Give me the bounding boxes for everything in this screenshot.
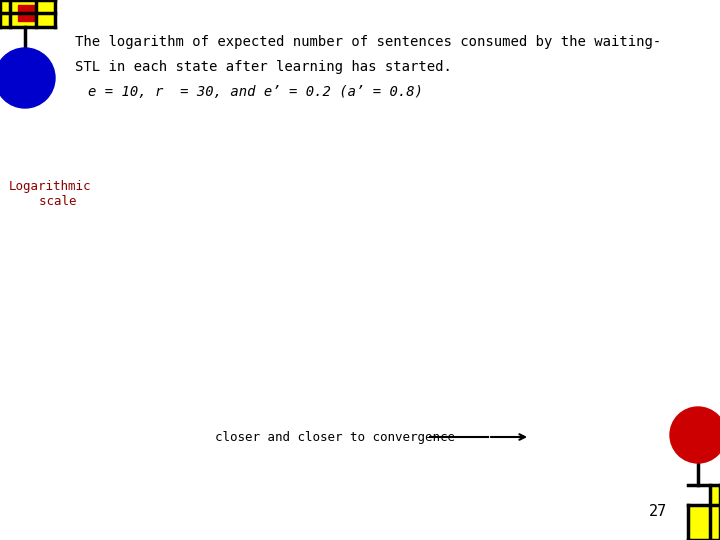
Circle shape [0,48,55,108]
Text: e = 10, r  = 30, and e’ = 0.2 (a’ = 0.8): e = 10, r = 30, and e’ = 0.2 (a’ = 0.8) [88,85,423,99]
Text: STL in each state after learning has started.: STL in each state after learning has sta… [75,60,452,74]
Bar [0,0,10,28]
Circle shape [670,407,720,463]
Bar [710,485,720,540]
Bar [688,505,720,540]
Bar [18,5,35,21]
Bar [0,0,55,27]
Text: The logarithm of expected number of sentences consumed by the waiting-: The logarithm of expected number of sent… [75,35,661,49]
Text: 27: 27 [649,504,667,519]
Text: Logarithmic
  scale: Logarithmic scale [9,180,91,208]
Text: closer and closer to convergence: closer and closer to convergence [215,430,455,443]
